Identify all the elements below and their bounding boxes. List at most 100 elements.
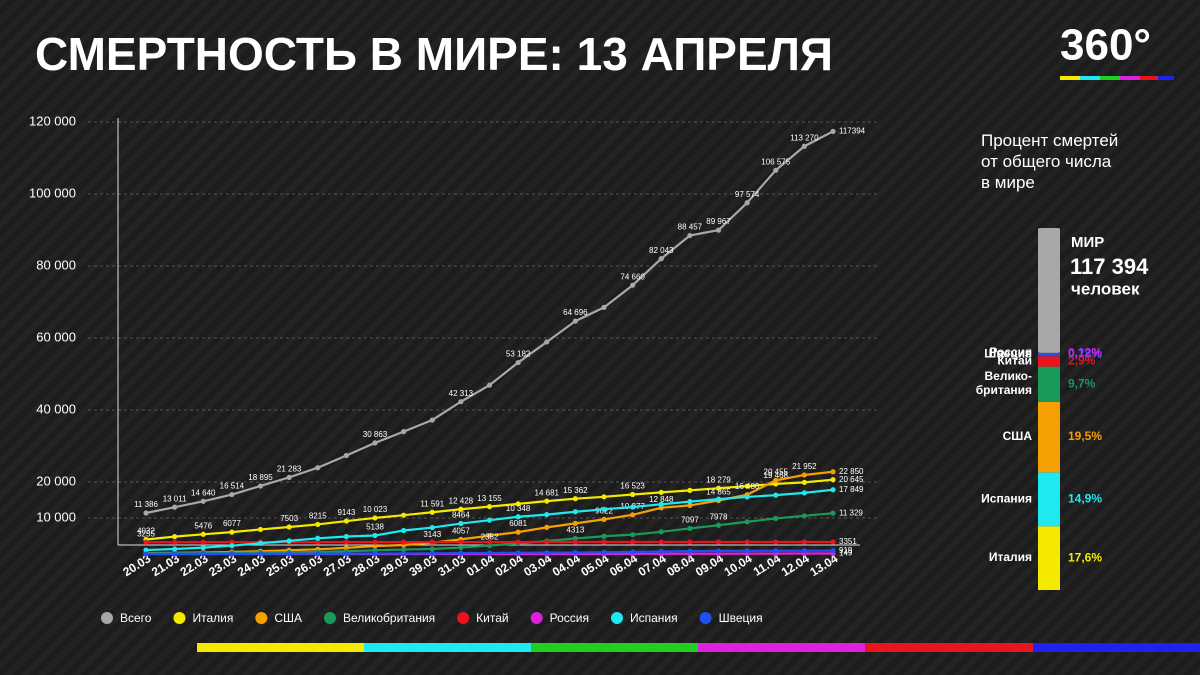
share-label: Велико-британия <box>976 369 1032 397</box>
data-label: 19 468 <box>764 471 789 480</box>
data-label: 8464 <box>452 511 470 520</box>
data-point <box>372 515 378 521</box>
data-point <box>229 491 235 498</box>
data-point <box>601 506 607 512</box>
x-tick-label: 07.04 <box>636 551 669 579</box>
data-point <box>773 481 779 487</box>
x-tick-label: 12.04 <box>779 551 812 579</box>
data-point <box>630 491 636 498</box>
data-point <box>486 533 493 539</box>
data-point <box>257 540 264 546</box>
data-point <box>630 549 636 555</box>
data-point <box>172 546 178 552</box>
data-point <box>429 509 435 515</box>
data-point <box>200 531 206 537</box>
y-tick-label: 20 000 <box>36 473 76 488</box>
legend-swatch <box>699 612 712 624</box>
legend-swatch <box>255 612 268 624</box>
data-point <box>515 529 521 535</box>
data-point <box>830 510 836 516</box>
data-point <box>830 469 836 475</box>
data-point <box>486 539 493 545</box>
data-point <box>630 282 636 288</box>
data-label: 2352 <box>481 533 499 542</box>
data-point <box>458 506 464 512</box>
share-label: США <box>1003 429 1033 443</box>
data-point <box>572 520 578 527</box>
data-point <box>544 524 550 530</box>
data-label: 82 043 <box>649 246 674 255</box>
data-point <box>830 548 836 554</box>
data-label: 17 849 <box>839 485 864 494</box>
x-tick-label: 11.04 <box>751 551 784 579</box>
data-label: 4032 <box>137 527 155 536</box>
x-tick-label: 01.04 <box>464 551 497 579</box>
data-point <box>401 539 407 545</box>
data-point <box>286 524 292 530</box>
data-point <box>744 200 750 206</box>
data-point <box>601 494 607 500</box>
data-label: 11 386 <box>134 500 158 509</box>
share-segment <box>1038 401 1060 473</box>
data-point <box>572 539 578 545</box>
share-segment <box>1038 526 1060 590</box>
share-segment <box>1038 472 1060 527</box>
data-point <box>773 492 779 498</box>
data-label: 7503 <box>280 514 298 523</box>
data-point <box>257 526 264 533</box>
data-label: 14 640 <box>191 488 216 497</box>
data-point <box>143 547 149 553</box>
data-label: 16 480 <box>735 482 760 491</box>
data-point <box>830 539 836 545</box>
data-label: 97 574 <box>735 190 760 199</box>
data-point <box>630 532 636 538</box>
x-tick-label: 39.03 <box>407 551 440 579</box>
data-label: 74 660 <box>620 272 645 281</box>
share-value-label: 17,6% <box>1068 550 1102 564</box>
data-label: 7978 <box>710 512 728 521</box>
data-point <box>515 501 521 507</box>
data-point <box>687 502 693 508</box>
x-tick-label: 09.04 <box>693 551 726 579</box>
x-tick-label: 21.03 <box>149 551 182 579</box>
x-tick-label: 23.03 <box>206 551 239 579</box>
x-tick-label: 13.04 <box>807 551 840 579</box>
data-point <box>658 501 664 507</box>
data-label: 149 <box>839 549 853 558</box>
data-label: 3255 <box>137 529 155 538</box>
data-point <box>830 477 836 483</box>
share-label: Швеция <box>984 347 1032 361</box>
share-value-label: 0,12% <box>1068 345 1102 359</box>
data-point <box>630 504 636 510</box>
share-world-segment <box>1038 228 1060 353</box>
data-label: 20 645 <box>839 475 864 484</box>
x-tick-label: 29.03 <box>378 551 411 579</box>
data-point <box>372 543 378 549</box>
x-tick-label: 05.04 <box>578 551 611 579</box>
data-point <box>172 504 178 510</box>
data-point <box>458 550 464 556</box>
data-label: 16 514 <box>220 482 245 491</box>
data-label: 4313 <box>566 526 584 535</box>
legend-label: Швеция <box>719 611 763 625</box>
data-label: 15 362 <box>563 486 588 495</box>
data-label: 3351 <box>839 537 857 546</box>
data-point <box>830 487 836 493</box>
data-point <box>801 143 807 149</box>
data-point <box>601 549 607 555</box>
data-point <box>544 339 550 345</box>
x-tick-label: 03.04 <box>521 551 554 579</box>
legend-swatch <box>173 612 186 624</box>
x-tick-label: 02.04 <box>493 551 526 579</box>
data-label: 14 865 <box>706 488 731 497</box>
share-value-label: 9,7% <box>1068 376 1096 390</box>
data-point <box>715 496 722 502</box>
data-point <box>315 535 321 541</box>
data-point <box>257 551 264 557</box>
data-point <box>200 498 206 504</box>
data-point <box>773 548 779 554</box>
share-value-label: 19,5% <box>1068 429 1102 443</box>
data-point <box>315 539 321 545</box>
